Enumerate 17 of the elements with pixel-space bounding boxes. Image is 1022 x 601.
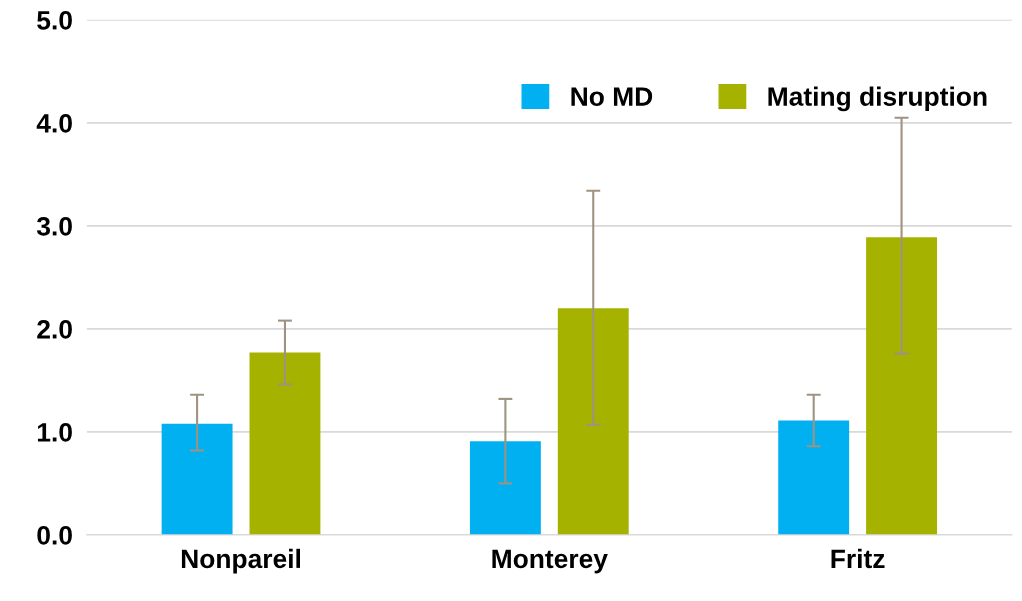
bar — [469, 441, 541, 535]
y-tick-label: 1.0 — [37, 423, 72, 442]
y-tick-label: 3.0 — [36, 216, 72, 236]
bar — [161, 423, 233, 535]
x-tick-label: Nonpareil — [181, 548, 301, 574]
bar — [866, 237, 938, 535]
bar — [778, 420, 850, 535]
bar — [249, 352, 321, 535]
legend-label: No MD — [571, 87, 653, 106]
y-tick-label: 5.0 — [37, 10, 72, 30]
bar — [557, 308, 629, 535]
y-tick-label: 0.0 — [37, 526, 72, 545]
x-tick-label: Fritz — [831, 548, 885, 569]
x-tick-label: Monterey — [492, 549, 608, 574]
legend-label: Mating disruption — [768, 86, 987, 112]
y-tick-label: 4.0 — [36, 113, 72, 133]
y-tick-label: 2.0 — [37, 320, 72, 339]
